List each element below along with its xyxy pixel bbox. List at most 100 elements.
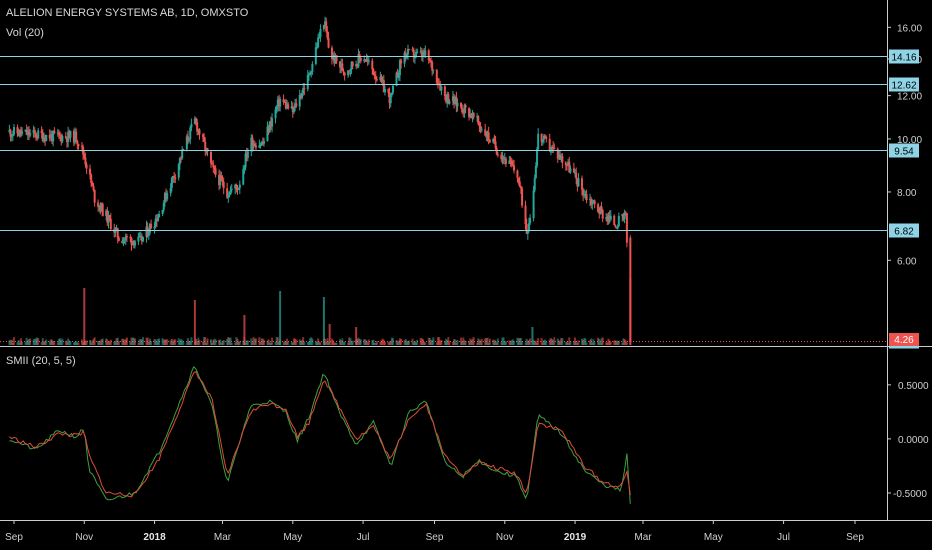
candle-body bbox=[165, 192, 168, 200]
volume-bar bbox=[301, 340, 304, 345]
volume-bar bbox=[182, 341, 185, 345]
volume-legend[interactable]: Vol (20) bbox=[6, 27, 44, 39]
candle-body bbox=[89, 168, 92, 175]
volume-bar bbox=[527, 340, 530, 345]
volume-bar bbox=[271, 337, 274, 345]
volume-bar bbox=[556, 338, 559, 345]
candle-body bbox=[33, 129, 36, 133]
volume-spike bbox=[629, 279, 632, 345]
volume-bar bbox=[613, 340, 616, 345]
volume-bar bbox=[339, 339, 342, 345]
volume-bar bbox=[295, 339, 298, 345]
volume-bar bbox=[456, 339, 459, 345]
volume-bar bbox=[599, 342, 602, 345]
volume-bar bbox=[536, 342, 539, 345]
candle-body bbox=[267, 126, 270, 132]
candle-body bbox=[351, 61, 354, 67]
volume-bar bbox=[592, 339, 595, 345]
candle-body bbox=[534, 165, 537, 179]
candle-body bbox=[545, 137, 548, 139]
volume-bar bbox=[381, 338, 384, 345]
volume-bar bbox=[436, 337, 439, 345]
volume-bar bbox=[284, 341, 287, 345]
candle-body bbox=[44, 137, 47, 141]
volume-bar bbox=[348, 337, 351, 345]
smii-legend[interactable]: SMII (20, 5, 5) bbox=[6, 355, 76, 367]
volume-bar bbox=[8, 340, 11, 345]
candle-body bbox=[284, 102, 287, 109]
price-tick-label: 6.00 bbox=[897, 256, 917, 267]
volume-bar bbox=[221, 341, 224, 345]
volume-bar bbox=[262, 339, 265, 345]
candle-body bbox=[98, 206, 101, 208]
candle-body bbox=[8, 130, 11, 132]
candle-body bbox=[56, 132, 59, 134]
symbol-title[interactable]: ALELION ENERGY SYSTEMS AB, 1D, OMXSTO bbox=[6, 7, 249, 19]
candle-body bbox=[374, 75, 377, 80]
price-tick-label: 10.00 bbox=[897, 135, 922, 146]
candle-body bbox=[379, 76, 382, 80]
volume-bar bbox=[319, 342, 322, 345]
candle-body bbox=[544, 135, 547, 138]
candle-body bbox=[565, 164, 568, 166]
candle-body bbox=[525, 224, 528, 234]
candle-body bbox=[306, 75, 309, 90]
candle-body bbox=[52, 130, 55, 142]
volume-bar bbox=[204, 337, 207, 345]
volume-bar bbox=[147, 341, 150, 345]
candle-body bbox=[123, 239, 126, 241]
candle-body bbox=[13, 127, 15, 135]
candle-body bbox=[213, 167, 216, 169]
volume-bar bbox=[454, 339, 457, 345]
volume-bar bbox=[493, 339, 496, 345]
volume-bar bbox=[446, 340, 449, 345]
price-tick-label: 8.00 bbox=[897, 188, 917, 199]
candle-body bbox=[540, 133, 543, 142]
candle-body bbox=[355, 64, 358, 67]
volume-bar bbox=[68, 340, 71, 345]
candle-body bbox=[90, 174, 93, 183]
volume-bar bbox=[49, 339, 52, 345]
candle-body bbox=[234, 184, 237, 189]
volume-bar bbox=[470, 340, 473, 345]
candle-body bbox=[138, 235, 141, 237]
candle-body bbox=[116, 228, 119, 238]
candle-body bbox=[16, 127, 19, 134]
candle-body bbox=[363, 59, 366, 62]
candle-body bbox=[443, 86, 446, 97]
volume-bar bbox=[494, 340, 497, 345]
candle-body bbox=[487, 132, 490, 140]
candle-body bbox=[350, 61, 353, 70]
candle-body bbox=[83, 154, 86, 158]
candle-body bbox=[463, 105, 466, 113]
volume-bar bbox=[390, 337, 393, 345]
candle-body bbox=[271, 118, 274, 127]
candle-body bbox=[559, 154, 562, 160]
candle-body bbox=[146, 226, 149, 236]
volume-bar bbox=[351, 340, 354, 345]
volume-bar bbox=[569, 341, 572, 345]
candle-body bbox=[155, 218, 158, 222]
volume-bar bbox=[435, 342, 438, 345]
volume-bar bbox=[213, 338, 216, 345]
volume-bar bbox=[463, 340, 466, 345]
candle-body bbox=[617, 215, 620, 227]
candle-body bbox=[575, 172, 578, 179]
volume-bar bbox=[153, 338, 156, 345]
volume-spike bbox=[322, 297, 325, 345]
candle-body bbox=[299, 94, 302, 98]
volume-bar bbox=[423, 341, 426, 345]
candle-body bbox=[211, 163, 214, 165]
candle-body bbox=[195, 118, 198, 123]
volume-bar bbox=[439, 340, 442, 345]
volume-bar bbox=[508, 340, 511, 345]
candle-body bbox=[624, 212, 627, 214]
volume-bar bbox=[396, 341, 399, 345]
volume-bar bbox=[548, 339, 551, 345]
candle-body bbox=[244, 153, 247, 168]
volume-bar bbox=[123, 340, 126, 345]
candle-body bbox=[214, 168, 217, 175]
volume-bar bbox=[496, 338, 499, 345]
candle-body bbox=[266, 126, 269, 142]
